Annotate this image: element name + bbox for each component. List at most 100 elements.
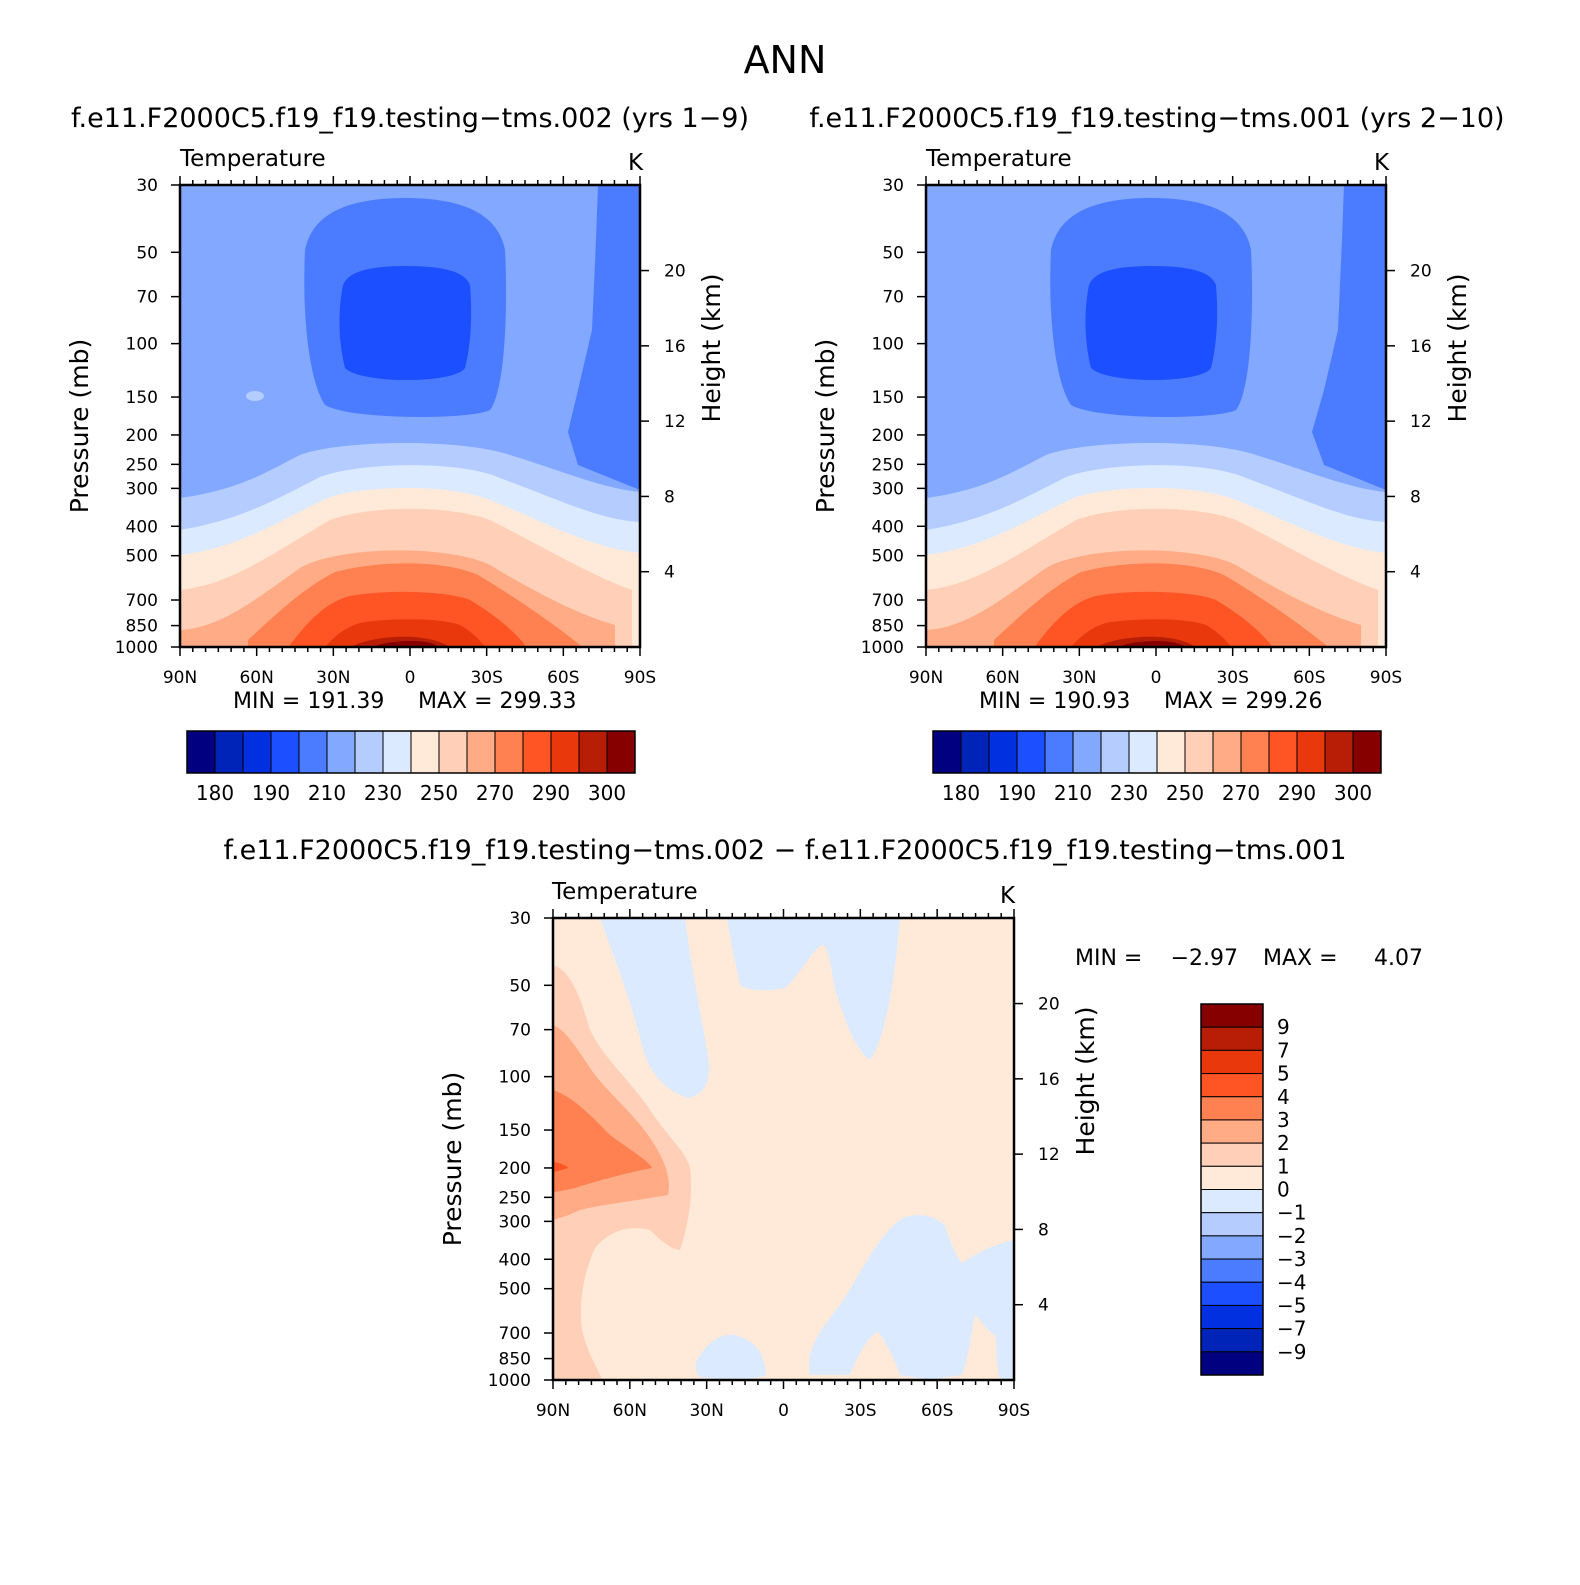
- diff-colorbar-label: 0: [1277, 1178, 1290, 1202]
- panel2-xtick-label: 0: [1151, 668, 1162, 688]
- figure-title: ANN: [744, 38, 827, 82]
- panel2-plot-area: [924, 183, 1388, 649]
- diff-fill-neg-lower-mid: [695, 1334, 766, 1380]
- diff-colorbar-box: [1200, 1351, 1264, 1376]
- panel1-colorbar-box: [354, 730, 384, 774]
- panel1-xtick-label: 90N: [163, 668, 197, 688]
- panel2-fill-290: [1071, 619, 1231, 647]
- diff-fill-neg-upper-left: [600, 918, 710, 1098]
- panel1-y2tick-label: 8: [664, 487, 675, 507]
- diff-axes: 90N 60N 30N 0 30S 60S 90S 30 50 70 100 150 200 250 300…: [438, 909, 1100, 1421]
- diff-colorbar-label: −2: [1277, 1224, 1306, 1248]
- panel1-case-title: f.e11.F2000C5.f19_f19.testing−tms.002 (y…: [71, 103, 749, 134]
- diff-colorbar-box: [1200, 1165, 1264, 1190]
- diff-min-label: MIN =: [1075, 946, 1142, 971]
- panel2-colorbar-box: [1240, 730, 1270, 774]
- diff-colorbar-box: [1200, 1258, 1264, 1283]
- diff-y2tick-label: 16: [1038, 1070, 1060, 1090]
- panel2-colorbar-box: [960, 730, 990, 774]
- panel1-ytick-label: 200: [126, 426, 158, 446]
- panel2-xtick-label: 60N: [985, 668, 1019, 688]
- panel2-colorbar-label: 230: [1110, 781, 1148, 805]
- panel1-ytick-label: 50: [136, 243, 158, 263]
- panel2-max-label: MAX = 299.26: [1164, 689, 1323, 714]
- panel-case-001: f.e11.F2000C5.f19_f19.testing−tms.001 (y…: [809, 103, 1504, 805]
- diff-colorbar-label: −3: [1277, 1247, 1306, 1271]
- panel-difference: f.e11.F2000C5.f19_f19.testing−tms.002 − …: [223, 835, 1423, 1421]
- panel1-xtick-label: 0: [405, 668, 416, 688]
- panel2-y2tick-label: 4: [1410, 563, 1421, 583]
- diff-y2tick-label: 8: [1038, 1220, 1049, 1240]
- panel2-ytick-label: 250: [872, 455, 904, 475]
- panel1-plot-area: [178, 183, 642, 649]
- panel1-xtick-label: 60N: [239, 668, 273, 688]
- panel2-ytick-label: 500: [872, 547, 904, 567]
- diff-ytick-label: 70: [509, 1021, 531, 1041]
- panel1-fill-290: [325, 619, 485, 647]
- diff-min-value: −2.97: [1171, 946, 1238, 971]
- panel1-colorbar-label: 300: [588, 781, 626, 805]
- panel2-units-label: K: [1374, 150, 1390, 176]
- diff-xtick-label: 60S: [921, 1401, 953, 1421]
- diff-colorbar-box: [1200, 1142, 1264, 1167]
- diff-ytick-label: 400: [499, 1250, 531, 1270]
- panel2-colorbar-box: [932, 730, 962, 774]
- panel2-ytick-label: 300: [872, 479, 904, 499]
- panel2-y2tick-label: 16: [1410, 337, 1432, 357]
- panel1-y2tick-label: 12: [664, 412, 686, 432]
- diff-colorbar-box: [1200, 1281, 1264, 1306]
- panel1-colorbar-box: [382, 730, 412, 774]
- diff-xtick-label: 90S: [998, 1401, 1030, 1421]
- panel1-colorbar-box: [410, 730, 440, 774]
- diff-colorbar-label: −7: [1277, 1317, 1306, 1341]
- panel2-xtick-label: 30S: [1216, 668, 1248, 688]
- diff-fill-neg-lower-right: [809, 1215, 1014, 1380]
- panel1-xtick-label: 30S: [470, 668, 502, 688]
- panel1-colorbar: 180 190 210 230 250 270 290 300: [186, 730, 636, 805]
- diff-fill-neg-upper-mid: [727, 918, 900, 1060]
- panel1-ytick-label: 30: [136, 176, 158, 196]
- diff-colorbar-box: [1200, 1212, 1264, 1237]
- diff-ytick-label: 200: [499, 1159, 531, 1179]
- diff-colorbar-label: 2: [1277, 1131, 1290, 1155]
- panel2-colorbar-box: [1128, 730, 1158, 774]
- diff-y2label: Height (km): [1071, 1007, 1100, 1156]
- panel2-colorbar-label: 210: [1054, 781, 1092, 805]
- panel1-ytick-label: 100: [126, 335, 158, 355]
- diff-colorbar-label: 9: [1277, 1015, 1290, 1039]
- diff-ytick-label: 50: [509, 976, 531, 996]
- panel2-xtick-label: 60S: [1293, 668, 1325, 688]
- diff-max-label: MAX =: [1263, 946, 1338, 971]
- diff-colorbar-label: −4: [1277, 1270, 1306, 1294]
- panel2-ytick-label: 150: [872, 388, 904, 408]
- panel1-xtick-label: 60S: [547, 668, 579, 688]
- panel2-ytick-label: 50: [882, 243, 904, 263]
- panel2-ytick-label: 200: [872, 426, 904, 446]
- panel2-var-label: Temperature: [925, 146, 1072, 172]
- panel2-colorbar-box: [1184, 730, 1214, 774]
- panel1-colorbar-box: [578, 730, 608, 774]
- panel1-colorbar-box: [550, 730, 580, 774]
- panel2-colorbar-box: [1268, 730, 1298, 774]
- panel1-colorbar-box: [606, 730, 636, 774]
- diff-colorbar-box: [1200, 1189, 1264, 1214]
- panel1-fill-190-core: [339, 266, 472, 380]
- diff-colorbar-label: 1: [1277, 1154, 1290, 1178]
- diff-max-value: 4.07: [1374, 946, 1423, 971]
- panel1-colorbar-label: 210: [308, 781, 346, 805]
- diff-colorbar-box: [1200, 1073, 1264, 1098]
- panel1-colorbar-label: 190: [252, 781, 290, 805]
- panel2-colorbar-label: 250: [1166, 781, 1204, 805]
- diff-ylabel: Pressure (mb): [438, 1072, 467, 1246]
- diff-colorbar-box: [1200, 1235, 1264, 1260]
- panel1-ytick-label: 70: [136, 288, 158, 308]
- panel1-ylabel: Pressure (mb): [65, 339, 94, 513]
- panel1-ytick-label: 150: [126, 388, 158, 408]
- diff-ytick-label: 300: [499, 1212, 531, 1232]
- panel1-ytick-label: 700: [126, 591, 158, 611]
- diff-colorbar-label: 5: [1277, 1062, 1290, 1086]
- panel1-fill-blob: [246, 391, 264, 401]
- panel2-axes: 90N 60N 30N 0 30S 60S 90S 30 50 70 100 150 200 250 300…: [811, 176, 1472, 688]
- panel1-colorbar-box: [466, 730, 496, 774]
- panel2-y2tick-label: 12: [1410, 412, 1432, 432]
